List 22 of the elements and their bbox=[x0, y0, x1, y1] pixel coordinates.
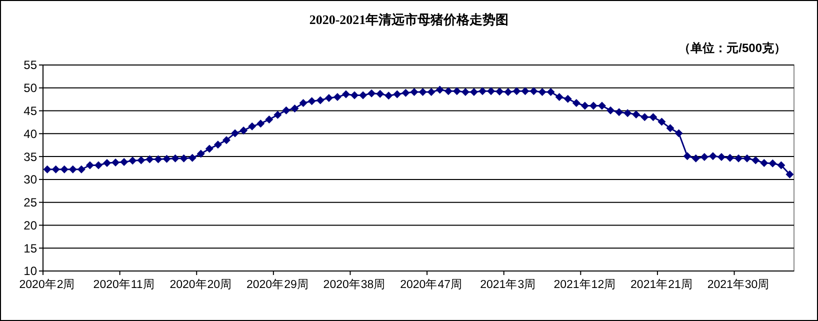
chart-title: 2020-2021年清远市母猪价格走势图 bbox=[309, 12, 509, 27]
x-tick-label: 2021年21周 bbox=[630, 278, 693, 291]
y-tick-label: 40 bbox=[24, 126, 38, 141]
y-tick-label: 45 bbox=[24, 104, 38, 118]
x-tick-label: 2021年30周 bbox=[707, 278, 770, 291]
y-tick-label: 15 bbox=[24, 241, 38, 256]
y-tick-label: 50 bbox=[24, 81, 38, 96]
y-tick-label: 20 bbox=[24, 218, 38, 232]
y-tick-label: 30 bbox=[24, 172, 38, 187]
y-tick-label: 35 bbox=[24, 150, 38, 164]
x-tick-label: 2020年38周 bbox=[323, 278, 386, 291]
y-tick-label: 10 bbox=[24, 264, 38, 278]
x-tick-label: 2020年11周 bbox=[93, 278, 155, 291]
chart-subtitle: （单位：元/500克） bbox=[678, 41, 786, 55]
x-tick-label: 2020年29周 bbox=[246, 278, 309, 291]
y-tick-label: 55 bbox=[24, 58, 38, 72]
x-tick-label: 2020年20周 bbox=[170, 278, 232, 291]
x-tick-label: 2020年47周 bbox=[400, 278, 462, 291]
y-tick-label: 25 bbox=[24, 196, 38, 210]
x-tick-label: 2021年12周 bbox=[554, 278, 616, 291]
x-tick-label: 2021年3周 bbox=[480, 278, 536, 291]
x-tick-label: 2020年2周 bbox=[19, 278, 76, 291]
